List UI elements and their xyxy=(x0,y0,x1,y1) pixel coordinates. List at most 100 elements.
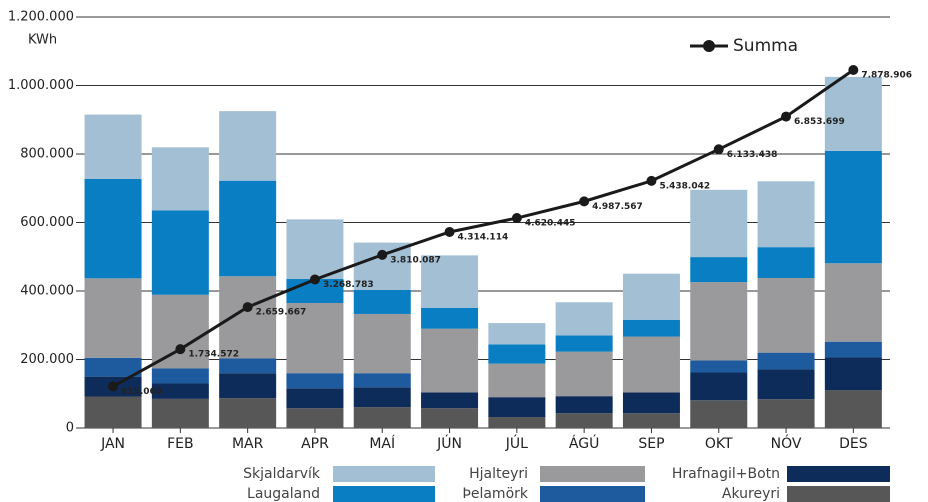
bar-segment xyxy=(421,307,479,329)
bar-segment xyxy=(824,341,882,358)
data-label: 3.268.783 xyxy=(323,280,374,290)
line-marker xyxy=(175,344,186,355)
y-tick-label: 1.000.000 xyxy=(8,78,74,93)
bar-segment xyxy=(353,373,411,388)
legend-swatch xyxy=(333,466,435,482)
line-marker xyxy=(444,226,455,237)
line-marker xyxy=(781,111,792,122)
bar-segment xyxy=(690,372,748,401)
bar-segment xyxy=(219,180,277,277)
x-tick-label: FEB xyxy=(167,436,194,452)
legend-swatch xyxy=(540,486,645,502)
line-marker xyxy=(309,274,320,285)
bar-segment xyxy=(555,302,613,336)
x-tick-label: APR xyxy=(301,436,329,452)
legend-swatch xyxy=(540,466,645,482)
bar-segment xyxy=(151,398,209,428)
bar-segment xyxy=(555,396,613,414)
bar-segment xyxy=(286,408,344,428)
x-tick-label: ÁGÚ xyxy=(569,434,599,452)
legend-label: Þelamörk xyxy=(462,486,529,502)
bar-segment xyxy=(555,413,613,428)
bar-segment xyxy=(219,398,277,428)
bar-segment xyxy=(353,289,411,314)
y-tick-label: 800.000 xyxy=(20,147,74,162)
bar-segment xyxy=(690,360,748,373)
bar-segment xyxy=(421,255,479,308)
line-marker xyxy=(646,175,657,186)
bar-segment xyxy=(757,352,815,370)
bar-segment xyxy=(421,392,479,409)
bar-segment xyxy=(488,323,546,345)
bar-segment xyxy=(488,397,546,418)
bar-segment xyxy=(84,278,142,358)
y-axis-label: KWh xyxy=(28,33,57,48)
data-label: 2.659.667 xyxy=(256,308,307,318)
data-label: 4.620.445 xyxy=(525,219,576,229)
bar-segment xyxy=(824,76,882,151)
bar-segment xyxy=(824,150,882,264)
y-tick-label: 0 xyxy=(66,421,74,436)
x-tick-label: OKT xyxy=(705,436,733,452)
bar-segment xyxy=(824,357,882,391)
x-tick-label: JÚL xyxy=(505,434,528,452)
data-label: 6.133.438 xyxy=(727,150,778,160)
bar-segment xyxy=(488,344,546,364)
x-tick-label: NÓV xyxy=(771,434,802,452)
y-tick-label: 200.000 xyxy=(20,352,74,367)
bar-segment xyxy=(555,351,613,397)
bar-segment xyxy=(622,336,680,393)
data-label: 7.878.906 xyxy=(861,70,912,80)
legend-label: Akureyri xyxy=(722,486,780,502)
bar-segment xyxy=(219,111,277,181)
data-label: 4.314.114 xyxy=(458,232,509,242)
legend-swatch xyxy=(787,466,890,482)
bar-segment xyxy=(757,399,815,428)
bar-segment xyxy=(622,273,680,320)
legend-label: Skjaldarvík xyxy=(243,466,321,482)
data-label: 1.734.572 xyxy=(188,350,239,360)
x-tick-label: SEP xyxy=(638,436,664,452)
data-label: 3.810.087 xyxy=(390,255,441,265)
bar-segment xyxy=(622,413,680,428)
bar-segment xyxy=(151,294,209,369)
bar-segment xyxy=(84,114,142,180)
bar-segment xyxy=(757,277,815,353)
legend-swatch xyxy=(787,486,890,502)
bar-segment xyxy=(219,358,277,374)
legend-label: Hrafnagil+Botn xyxy=(672,466,780,482)
line-marker xyxy=(511,213,522,224)
legend-swatch xyxy=(333,486,435,502)
bar-segment xyxy=(824,390,882,428)
bar-segment xyxy=(622,319,680,337)
y-tick-label: 600.000 xyxy=(20,215,74,230)
bar-segment xyxy=(286,302,344,374)
bar-segment xyxy=(690,400,748,428)
line-marker xyxy=(713,144,724,155)
bar-segment xyxy=(84,179,142,279)
x-tick-label: JAN xyxy=(100,436,125,452)
bar-segment xyxy=(84,396,142,428)
bar-segment xyxy=(151,383,209,399)
bar-segment xyxy=(286,219,344,280)
bar-segment xyxy=(690,282,748,361)
y-tick-label: 400.000 xyxy=(20,284,74,299)
bar-segment xyxy=(84,357,142,377)
data-label: 6.853.699 xyxy=(794,117,845,127)
bar-segment xyxy=(353,313,411,374)
data-label: 915.060 xyxy=(121,387,162,397)
legend-marker xyxy=(703,40,715,52)
bar-segment xyxy=(151,147,209,211)
bar-segment xyxy=(286,388,344,409)
y-tick-label: 1.200.000 xyxy=(8,10,74,25)
bar-segment xyxy=(421,328,479,393)
legend-label: Summa xyxy=(733,36,798,56)
bar-segment xyxy=(555,335,613,352)
line-marker xyxy=(848,64,859,75)
bar-segment xyxy=(622,392,680,414)
bar-segment xyxy=(757,181,815,248)
bar-segment xyxy=(690,257,748,283)
data-label: 4.987.567 xyxy=(592,202,643,212)
legend-label: Hjalteyri xyxy=(469,466,528,482)
